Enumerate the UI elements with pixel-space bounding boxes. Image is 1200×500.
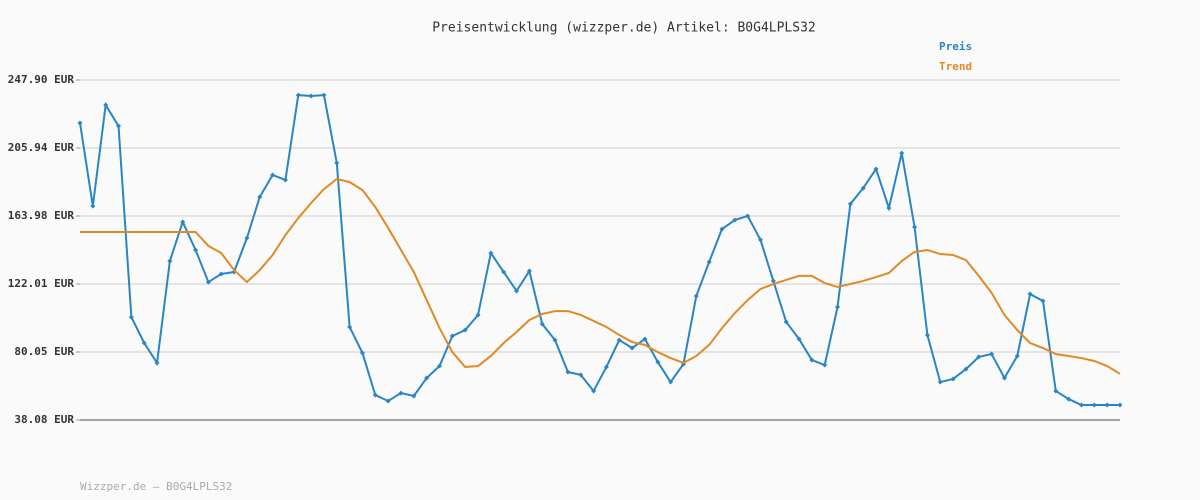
point-marker [437,363,443,369]
point-marker [603,364,609,370]
point-marker [860,185,866,191]
point-marker [809,357,815,363]
point-marker [1078,402,1084,408]
point-marker [924,332,930,338]
point-marker [270,172,276,178]
point-marker [1117,402,1123,408]
point-marker [937,379,943,385]
point-marker [347,324,353,330]
point-marker [706,259,712,265]
y-tick-label: 80.05 EUR [14,345,74,358]
point-marker [501,269,507,275]
point-marker [770,278,776,284]
point-marker [835,304,841,310]
point-marker [398,390,404,396]
point-marker [912,224,918,230]
point-marker [783,319,789,325]
point-marker [719,226,725,232]
point-marker [578,372,584,378]
point-marker [462,327,468,333]
y-tick-label: 122.01 EUR [8,277,75,290]
point-marker [141,340,147,346]
series-line [79,94,1120,407]
point-marker [475,312,481,318]
point-marker [591,388,597,394]
point-marker [218,271,224,277]
point-marker [976,354,982,360]
point-marker [899,150,905,156]
point-marker [385,398,391,404]
point-marker [565,369,571,375]
point-marker [539,321,545,327]
point-marker [1001,375,1007,381]
point-marker [77,120,83,126]
point-marker [1066,396,1072,402]
point-marker [1053,388,1059,394]
point-marker [886,205,892,211]
point-marker [244,235,250,241]
y-tick-label: 205.94 EUR [8,141,75,154]
point-marker [552,337,558,343]
point-marker [745,213,751,219]
point-marker [514,288,520,294]
point-marker [796,336,802,342]
point-marker [655,359,661,365]
point-marker [359,350,365,356]
point-marker [193,247,199,253]
point-marker [334,160,340,166]
point-marker [424,375,430,381]
point-marker [90,203,96,209]
point-marker [167,258,173,264]
point-marker [822,362,828,368]
point-marker [1027,291,1033,297]
point-marker [488,250,494,256]
footer: Wizzper.de – B0G4LPLS32 [80,480,232,493]
point-marker [950,376,956,382]
y-tick-label: 38.08 EUR [14,413,74,426]
point-marker [757,237,763,243]
point-marker [308,93,314,99]
point-marker [1104,402,1110,408]
point-marker [847,201,853,207]
point-marker [963,366,969,372]
point-marker [616,337,622,343]
legend-entry: Trend [939,60,972,73]
y-tick-label: 163.98 EUR [8,209,75,222]
point-marker [154,360,160,366]
point-marker [693,293,699,299]
point-marker [526,268,532,274]
point-marker [732,217,738,223]
point-marker [321,92,327,98]
point-marker [116,123,122,129]
point-marker [1040,298,1046,304]
point-marker [372,392,378,398]
chart-title: Preisentwicklung (wizzper.de) Artikel: B… [432,21,816,36]
point-marker [282,177,288,183]
point-marker [295,92,301,98]
point-marker [180,219,186,225]
point-marker [1014,353,1020,359]
point-marker [989,351,995,357]
point-marker [103,102,109,108]
point-marker [205,279,211,285]
legend-entry: Preis [939,40,972,53]
series-line [80,177,1121,375]
point-marker [257,194,263,200]
point-marker [629,345,635,351]
point-marker [668,379,674,385]
point-marker [642,336,648,342]
y-tick-label: 247.90 EUR [8,73,75,86]
point-marker [1091,402,1097,408]
point-marker [449,333,455,339]
point-marker [128,314,134,320]
point-marker [411,393,417,399]
point-marker [873,166,879,172]
